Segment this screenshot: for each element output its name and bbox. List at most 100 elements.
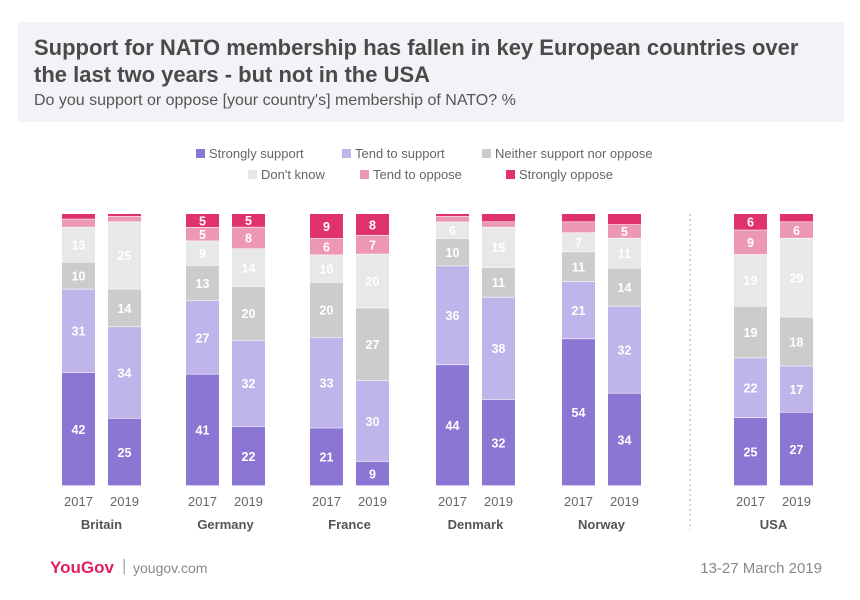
year-tick-label: 2019 xyxy=(234,494,263,509)
bar-segment-norway-2019-3 xyxy=(608,238,641,268)
year-tick-label: 2017 xyxy=(188,494,217,509)
bar-group-norway: 54 21 11 7 2017 34 32 14 11 5 2019 Norway xyxy=(562,214,641,532)
data-label: 10 xyxy=(72,269,86,283)
data-label: 38 xyxy=(492,342,506,356)
yougov-logo: YouGov xyxy=(50,558,114,577)
bar-segment-norway-2019-4 xyxy=(608,224,641,238)
bar-segment-britain-2019-0 xyxy=(108,418,141,486)
bar-segment-germany-2019-3 xyxy=(232,249,265,287)
bar-segment-denmark-2019-3 xyxy=(482,227,515,268)
bar-segment-usa-2019-4 xyxy=(780,222,813,238)
legend-item-tend-to-support: Tend to support xyxy=(342,146,445,161)
bar-segment-denmark-2017-1 xyxy=(436,266,469,365)
data-label: 42 xyxy=(72,423,86,437)
data-label: 11 xyxy=(572,261,585,275)
bar-group-usa: 25 22 19 19 9 6 2017 27 17 18 29 6 2019 USA xyxy=(734,214,813,532)
data-label: 29 xyxy=(790,271,804,285)
data-label: 5 xyxy=(245,214,252,228)
legend-label: Strongly support xyxy=(209,146,304,161)
bar-segment-usa-2019-0 xyxy=(780,412,813,486)
data-label: 54 xyxy=(572,406,586,420)
year-tick-label: 2017 xyxy=(564,494,593,509)
bar-group-denmark: 44 36 10 6 2017 32 38 11 15 2019 Denmark xyxy=(436,214,515,532)
data-label: 6 xyxy=(449,224,456,238)
data-label: 6 xyxy=(747,216,754,230)
bar-segment-norway-2017-4 xyxy=(562,222,595,233)
footer-site-link[interactable]: yougov.com xyxy=(133,560,208,576)
bar-segment-britain-2019-1 xyxy=(108,327,141,419)
data-label: 8 xyxy=(245,232,252,246)
bar-segment-france-2019-2 xyxy=(356,308,389,381)
data-label: 18 xyxy=(790,335,804,349)
bar-segment-usa-2019-1 xyxy=(780,366,813,412)
legend-label: Neither support nor oppose xyxy=(495,146,653,161)
bar-segment-germany-2017-4 xyxy=(186,227,219,241)
data-label: 19 xyxy=(744,326,758,340)
data-label: 11 xyxy=(618,247,631,261)
data-label: 34 xyxy=(618,433,632,447)
data-label: 34 xyxy=(118,366,132,380)
bar-segment-denmark-2017-5 xyxy=(436,214,469,217)
data-label: 41 xyxy=(196,424,210,438)
data-label: 7 xyxy=(575,236,582,250)
fieldwork-date: 13-27 March 2019 xyxy=(700,560,822,577)
bar-segment-britain-2017-5 xyxy=(62,214,95,219)
bar-segment-britain-2017-3 xyxy=(62,227,95,262)
data-label: 11 xyxy=(492,276,505,290)
bar-segment-france-2017-2 xyxy=(310,282,343,338)
country-label: France xyxy=(328,517,371,532)
data-label: 32 xyxy=(492,436,506,450)
bar-segment-britain-2017-1 xyxy=(62,289,95,373)
data-label: 9 xyxy=(747,236,754,250)
bar-segment-germany-2019-4 xyxy=(232,227,265,249)
bar-segment-germany-2017-2 xyxy=(186,265,219,301)
data-label: 25 xyxy=(118,446,132,460)
bar-segment-france-2017-1 xyxy=(310,337,343,428)
bar-segment-usa-2019-2 xyxy=(780,317,813,366)
bar-segment-usa-2017-0 xyxy=(734,418,767,486)
footer-separator: | xyxy=(122,556,127,575)
data-label: 9 xyxy=(369,467,376,481)
year-tick-label: 2019 xyxy=(782,494,811,509)
data-label: 6 xyxy=(323,240,330,254)
bar-segment-usa-2017-4 xyxy=(734,230,767,255)
year-tick-label: 2019 xyxy=(358,494,387,509)
data-label: 31 xyxy=(72,325,86,339)
data-label: 5 xyxy=(199,228,206,242)
bar-segment-germany-2019-0 xyxy=(232,426,265,486)
bar-segment-britain-2019-5 xyxy=(108,214,141,217)
data-label: 27 xyxy=(196,331,210,345)
data-label: 33 xyxy=(320,376,334,390)
legend-swatch xyxy=(342,149,351,158)
bar-segment-norway-2017-5 xyxy=(562,214,595,222)
data-label: 15 xyxy=(492,241,506,255)
bar-segment-denmark-2019-1 xyxy=(482,297,515,400)
bar-segment-denmark-2017-0 xyxy=(436,365,469,486)
data-label: 32 xyxy=(242,377,256,391)
data-label: 22 xyxy=(744,382,758,396)
data-label: 27 xyxy=(790,443,804,457)
legend-label: Don't know xyxy=(261,167,325,182)
bar-segment-norway-2017-3 xyxy=(562,233,595,252)
data-label: 9 xyxy=(323,220,330,234)
legend-swatch xyxy=(196,149,205,158)
chart-subtitle: Do you support or oppose [your country's… xyxy=(34,92,516,109)
data-label: 13 xyxy=(196,277,210,291)
data-label: 5 xyxy=(199,214,206,228)
country-label: USA xyxy=(760,517,788,532)
country-label: Germany xyxy=(197,517,254,532)
bar-segment-denmark-2017-4 xyxy=(436,216,469,222)
data-label: 21 xyxy=(320,451,334,465)
bar-segment-norway-2017-2 xyxy=(562,252,595,282)
bar-segment-denmark-2017-2 xyxy=(436,238,469,266)
bar-segment-britain-2017-4 xyxy=(62,219,95,227)
year-tick-label: 2017 xyxy=(736,494,765,509)
bar-segment-norway-2019-5 xyxy=(608,214,641,225)
bar-segment-germany-2017-5 xyxy=(186,214,219,227)
bar-segment-france-2017-3 xyxy=(310,255,343,283)
bar-group-britain: 42 31 10 13 2017 25 34 14 25 2019 Britain xyxy=(62,214,141,532)
data-label: 44 xyxy=(446,419,460,433)
bar-segment-usa-2017-5 xyxy=(734,214,767,230)
bar-group-france: 21 33 20 10 6 9 2017 9 30 27 20 7 8 2019 France xyxy=(310,214,389,532)
data-label: 20 xyxy=(366,275,380,289)
